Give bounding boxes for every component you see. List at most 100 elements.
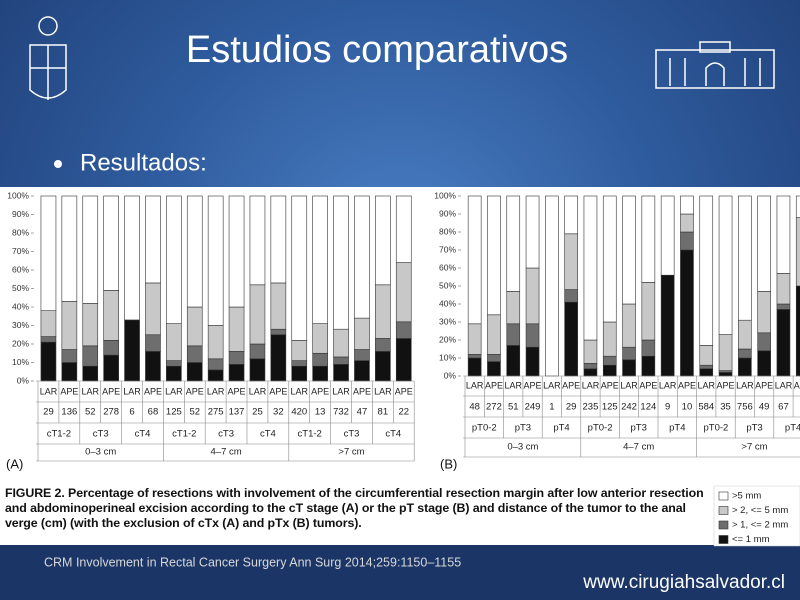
sample-size: 48 [469, 402, 480, 413]
bar-segment [680, 231, 694, 251]
x-tick-label: APE [639, 380, 657, 390]
sample-size: 47 [357, 407, 368, 418]
bar-segment [312, 352, 328, 367]
bar-segment [660, 195, 675, 276]
bar-segment [103, 195, 119, 291]
bar-segment [467, 195, 482, 325]
bar-segment [467, 357, 482, 377]
bar-segment [487, 354, 501, 362]
stage-label: pT0-2 [472, 423, 497, 434]
bar-segment [40, 195, 57, 311]
legend-label: >5 mm [732, 491, 761, 502]
distance-label: 4–7 cm [211, 447, 242, 458]
bar-segment [699, 345, 714, 366]
sample-size: 272 [486, 402, 502, 413]
bar-segment [564, 301, 578, 377]
x-tick-label: APE [60, 386, 78, 396]
bar-segment [207, 195, 224, 326]
sample-size: 10 [682, 402, 693, 413]
bar-segment [312, 365, 328, 382]
bar-segment [622, 359, 636, 377]
y-tick-label: 30% [439, 316, 456, 326]
y-tick-label: 0% [444, 370, 457, 380]
bar-segment [795, 195, 800, 218]
y-tick-label: 50% [12, 283, 29, 293]
y-tick-label: 10% [439, 352, 456, 362]
bar-segment [602, 195, 617, 323]
bar-segment [525, 346, 540, 377]
x-tick-label: LAR [582, 380, 600, 390]
bar-segment [166, 195, 182, 324]
stage-label: cT1-2 [47, 429, 71, 440]
bar-segment [564, 195, 578, 235]
bar-segment [103, 290, 119, 341]
x-tick-label: LAR [81, 386, 99, 396]
sample-size: 756 [737, 402, 753, 413]
sample-size: 29 [43, 407, 54, 418]
bar-segment [333, 356, 349, 365]
bar-segment [525, 267, 540, 325]
sample-size: 1 [549, 402, 554, 413]
x-tick-label: LAR [697, 380, 715, 390]
bar-segment [103, 354, 119, 382]
bar-segment [82, 302, 99, 347]
sample-size: 278 [103, 407, 119, 418]
legend-label: > 2, <= 5 mm [732, 505, 788, 516]
distance-label: 0–3 cm [85, 447, 116, 458]
sample-size: 68 [148, 407, 159, 418]
x-tick-label: LAR [207, 386, 225, 396]
x-tick-label: APE [755, 380, 773, 390]
bar-segment [270, 334, 287, 382]
bar-segment [776, 303, 791, 310]
bar-segment [61, 301, 78, 350]
bar-segment [312, 195, 328, 324]
distance-label: >7 cm [338, 447, 364, 458]
x-tick-label: LAR [374, 386, 392, 396]
x-tick-label: LAR [332, 386, 350, 396]
bar-segment [757, 195, 771, 292]
panel-label: (B) [440, 456, 457, 471]
panel-label: (A) [6, 456, 23, 471]
y-tick-label: 20% [12, 338, 29, 348]
stage-label: cT4 [385, 429, 401, 440]
y-tick-label: 40% [439, 298, 456, 308]
bar-segment [487, 314, 501, 355]
stage-label: cT4 [260, 429, 276, 440]
bar-segment [680, 195, 694, 215]
y-tick-label: 70% [12, 246, 29, 256]
bar-segment [641, 282, 656, 341]
sample-size: 52 [189, 407, 200, 418]
bar-segment [291, 195, 308, 341]
website: www.cirugiahsalvador.cl [582, 572, 785, 593]
distance-label: 0–3 cm [507, 442, 538, 453]
bar-segment [228, 351, 245, 365]
bar-segment [738, 195, 752, 321]
bar-segment [333, 328, 349, 358]
bar-segment [738, 348, 752, 359]
bar-segment [166, 365, 182, 382]
bar-segment [333, 364, 349, 382]
bar-segment [699, 364, 714, 370]
sample-size: 32 [273, 407, 284, 418]
bar-segment [249, 195, 266, 286]
bar-segment [186, 195, 203, 308]
bar-segment [333, 195, 349, 330]
bar-segment [622, 195, 636, 305]
x-tick-label: LAR [504, 380, 522, 390]
x-tick-label: APE [228, 386, 246, 396]
bar-segment [249, 358, 266, 382]
legend-swatch [718, 506, 729, 515]
stage-label: cT1-2 [298, 429, 322, 440]
figure-label: FIGURE 2. [5, 486, 65, 500]
x-tick-label: APE [485, 380, 503, 390]
figure-caption: FIGURE 2. Percentage of resections with … [5, 486, 710, 531]
legend-swatch [718, 491, 729, 501]
x-tick-label: APE [311, 386, 329, 396]
bar-segment [680, 213, 694, 233]
bar-segment [270, 195, 287, 284]
stage-label: pT3 [631, 423, 647, 434]
sample-size: 35 [720, 402, 731, 413]
bar-segment [228, 195, 245, 308]
